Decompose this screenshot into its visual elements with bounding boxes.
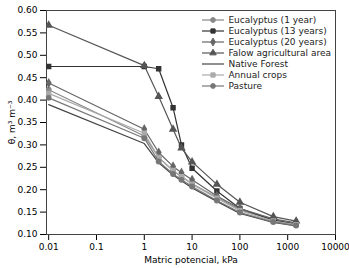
svg-text:0.60: 0.60 [17, 5, 37, 15]
svg-text:0.50: 0.50 [17, 50, 37, 60]
html-text:Eucalyptus (1 year): Eucalyptus (1 year) [228, 14, 317, 25]
svg-text:0.01: 0.01 [39, 242, 59, 252]
svg-text:100: 100 [231, 242, 248, 252]
svg-text:10000: 10000 [321, 242, 349, 252]
svg-text:0.45: 0.45 [17, 73, 37, 83]
svg-text:0.10: 0.10 [17, 229, 37, 239]
svg-text:Matric potencial, kPa: Matric potencial, kPa [144, 255, 238, 265]
svg-text:0.40: 0.40 [17, 95, 37, 105]
svg-text:0.30: 0.30 [17, 140, 37, 150]
svg-text:θ, m³ m⁻³: θ, m³ m⁻³ [7, 100, 17, 144]
svg-text:0.20: 0.20 [17, 185, 37, 195]
svg-text:0.15: 0.15 [17, 207, 37, 217]
svg-text:0.55: 0.55 [17, 28, 37, 38]
svg-text:0.35: 0.35 [17, 117, 37, 127]
html-text:Native Forest: Native Forest [228, 58, 289, 69]
html-text:Pasture: Pasture [228, 80, 262, 91]
svg-text:1: 1 [141, 242, 147, 252]
html-text:Eucalyptus (20 years): Eucalyptus (20 years) [228, 36, 327, 47]
svg-text:1000: 1000 [276, 242, 299, 252]
html-text:Falow agricultural area: Falow agricultural area [228, 47, 331, 58]
svg-text:10: 10 [186, 242, 198, 252]
svg-text:0.1: 0.1 [89, 242, 103, 252]
svg-text:0.25: 0.25 [17, 162, 37, 172]
html-text:Annual crops: Annual crops [228, 69, 287, 80]
html-text:Eucalyptus (13 years): Eucalyptus (13 years) [228, 25, 327, 36]
